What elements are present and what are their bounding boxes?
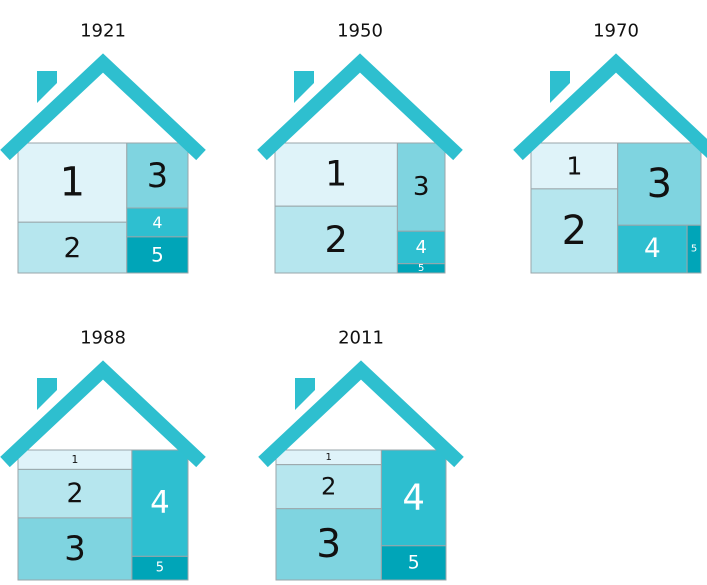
share-label: 1 [72, 453, 79, 466]
chimney [37, 71, 57, 103]
roof [513, 53, 707, 161]
share-label: 2 [325, 218, 348, 261]
share-box [275, 464, 382, 510]
share-box [686, 224, 702, 274]
share-label: 3 [147, 156, 168, 195]
share-box [274, 205, 398, 274]
share-box [17, 142, 128, 223]
share-box [530, 188, 619, 274]
share-label: 1 [566, 151, 582, 180]
share-label: 5 [151, 243, 164, 266]
share-label: 1 [60, 160, 85, 206]
share-label: 5 [691, 244, 697, 255]
share-label: 3 [647, 161, 672, 207]
roof [258, 360, 464, 468]
share-label: 4 [644, 234, 661, 264]
house-title: 2011 [338, 328, 384, 349]
share-box [380, 449, 447, 547]
share-box [275, 508, 382, 581]
share-box [617, 224, 688, 274]
roof [257, 53, 463, 161]
share-label: 4 [402, 477, 425, 518]
share-label: 1 [326, 452, 332, 463]
share-box [17, 517, 133, 581]
share-label: 3 [316, 522, 341, 567]
share-label: 1 [325, 155, 347, 195]
house: 2011 1 2 3 4 5 [258, 328, 464, 581]
house-title: 1988 [80, 328, 126, 349]
share-box [396, 263, 446, 274]
roof [0, 360, 206, 468]
house-title: 1921 [80, 21, 126, 42]
house-title: 1970 [593, 21, 639, 42]
share-label: 2 [64, 231, 82, 264]
share-label: 5 [418, 263, 424, 274]
share-box [274, 142, 398, 207]
chimney [294, 71, 314, 103]
house-title: 1950 [337, 21, 383, 42]
share-label: 5 [156, 561, 164, 576]
roof [0, 53, 206, 161]
chimney [550, 71, 570, 103]
chimney [37, 378, 57, 410]
share-box [126, 236, 189, 274]
share-box [380, 545, 447, 581]
share-box [17, 221, 128, 274]
share-label: 4 [152, 213, 162, 232]
share-label: 5 [408, 552, 420, 573]
share-label: 2 [321, 473, 336, 501]
house: 1950 1 2 3 4 5 [257, 21, 463, 274]
house: 1988 1 2 3 4 5 [0, 328, 206, 581]
share-label: 4 [416, 237, 427, 258]
share-box [617, 142, 702, 226]
chimney [295, 378, 315, 410]
share-label: 3 [413, 172, 430, 202]
share-box [396, 142, 446, 232]
share-box [126, 207, 189, 238]
share-box [126, 142, 189, 209]
house: 1970 1 2 3 4 5 [513, 21, 707, 274]
share-label: 4 [150, 485, 170, 521]
house: 1921 1 2 3 4 5 [0, 21, 206, 274]
share-label: 3 [64, 529, 86, 569]
share-box [131, 555, 189, 581]
share-label: 2 [66, 478, 83, 509]
share-label: 2 [562, 208, 587, 254]
